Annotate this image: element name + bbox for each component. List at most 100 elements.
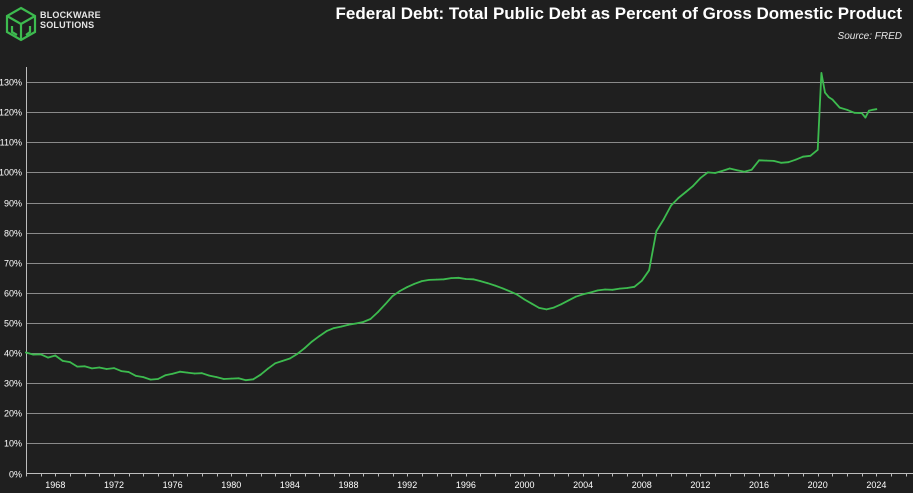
y-tick-label-120: 120% <box>0 108 22 118</box>
data-point <box>472 278 475 281</box>
x-tick-label-2004: 2004 <box>573 480 593 490</box>
data-point <box>794 158 797 161</box>
data-point <box>728 167 731 170</box>
data-point <box>171 372 174 375</box>
data-point <box>237 377 240 380</box>
data-point <box>787 161 790 164</box>
data-point <box>820 72 823 74</box>
data-point <box>827 96 830 98</box>
series-line-0 <box>25 72 878 382</box>
data-point <box>552 306 555 309</box>
x-tick-label-1972: 1972 <box>104 480 124 490</box>
data-point <box>347 323 350 326</box>
data-point <box>230 377 233 380</box>
brand-line-2: SOLUTIONS <box>40 20 95 30</box>
data-point <box>871 108 874 111</box>
data-point <box>626 287 628 289</box>
y-tick-label-50: 50% <box>4 319 22 329</box>
data-point <box>523 298 526 301</box>
data-point <box>54 354 57 357</box>
data-point <box>574 295 577 298</box>
data-point <box>706 171 709 174</box>
data-point <box>61 360 64 362</box>
y-tick-label-110: 110% <box>0 138 22 148</box>
data-point <box>655 230 658 233</box>
data-point <box>596 289 599 292</box>
data-point <box>802 155 804 158</box>
data-point <box>530 302 533 305</box>
data-point <box>692 185 694 187</box>
data-point <box>355 322 357 325</box>
x-tick-label-1968: 1968 <box>45 480 65 490</box>
data-point <box>32 353 35 356</box>
data-point <box>47 356 49 359</box>
data-point <box>362 321 365 323</box>
x-tick-label-1984: 1984 <box>280 480 300 490</box>
data-point <box>421 280 423 282</box>
data-point <box>259 373 262 376</box>
data-point <box>135 375 137 377</box>
data-point <box>311 340 313 343</box>
data-point <box>508 290 511 293</box>
data-point <box>413 282 416 285</box>
y-tick-label-130: 130% <box>0 78 22 88</box>
y-tick-label-60: 60% <box>4 289 22 299</box>
brand-name: BLOCKWARE SOLUTIONS <box>40 10 101 30</box>
data-point <box>684 191 687 193</box>
data-point <box>157 378 159 380</box>
data-point <box>648 269 650 272</box>
data-point <box>25 351 27 354</box>
data-point <box>303 347 306 350</box>
data-point <box>853 111 856 114</box>
data-point <box>640 279 643 282</box>
y-tick-label-40: 40% <box>4 349 22 359</box>
data-point <box>340 325 343 328</box>
data-point <box>589 291 592 294</box>
chart-source: Source: FRED <box>837 31 902 42</box>
x-tick-label-2000: 2000 <box>514 480 534 490</box>
data-point <box>289 357 291 360</box>
data-point <box>772 160 775 162</box>
data-point <box>120 370 123 372</box>
data-point <box>662 218 665 221</box>
data-point <box>252 378 255 381</box>
data-point <box>618 287 621 290</box>
y-tick-label-70: 70% <box>4 259 22 269</box>
y-tick-label-10: 10% <box>4 439 22 449</box>
y-tick-label-20: 20% <box>4 409 22 419</box>
data-point <box>780 161 782 164</box>
data-point <box>215 376 218 378</box>
x-tick-label-1980: 1980 <box>221 480 241 490</box>
data-point <box>281 360 284 362</box>
data-point <box>699 177 702 180</box>
x-tick-label-2024: 2024 <box>866 480 886 490</box>
blockware-logo <box>5 6 37 42</box>
data-point <box>325 330 328 332</box>
y-axis-ticks: 0% 10% 20% 30% 40% 50% 60% 70% 80% 90% 100% 110% 120… <box>0 78 22 480</box>
data-point <box>201 372 203 375</box>
data-point <box>765 159 768 162</box>
x-tick-label-2008: 2008 <box>632 480 652 490</box>
data-point <box>860 112 863 114</box>
data-point <box>831 98 834 101</box>
data-point <box>98 366 101 369</box>
data-point <box>611 288 614 291</box>
x-tick-label-2016: 2016 <box>749 480 769 490</box>
data-point <box>186 371 189 374</box>
data-point <box>721 170 724 172</box>
data-point <box>560 303 562 306</box>
brand-line-1: BLOCKWARE <box>40 10 101 20</box>
data-point <box>875 108 878 111</box>
data-point <box>816 148 819 151</box>
data-point <box>296 353 299 355</box>
data-point <box>208 374 211 377</box>
data-point <box>464 278 467 280</box>
x-tick-label-2012: 2012 <box>690 480 710 490</box>
data-point <box>91 367 93 370</box>
data-point <box>868 109 870 112</box>
data-point <box>846 108 848 111</box>
x-tick-label-1988: 1988 <box>339 480 359 490</box>
data-point <box>457 276 460 279</box>
x-tick-label-1996: 1996 <box>456 480 476 490</box>
data-point <box>824 91 826 94</box>
